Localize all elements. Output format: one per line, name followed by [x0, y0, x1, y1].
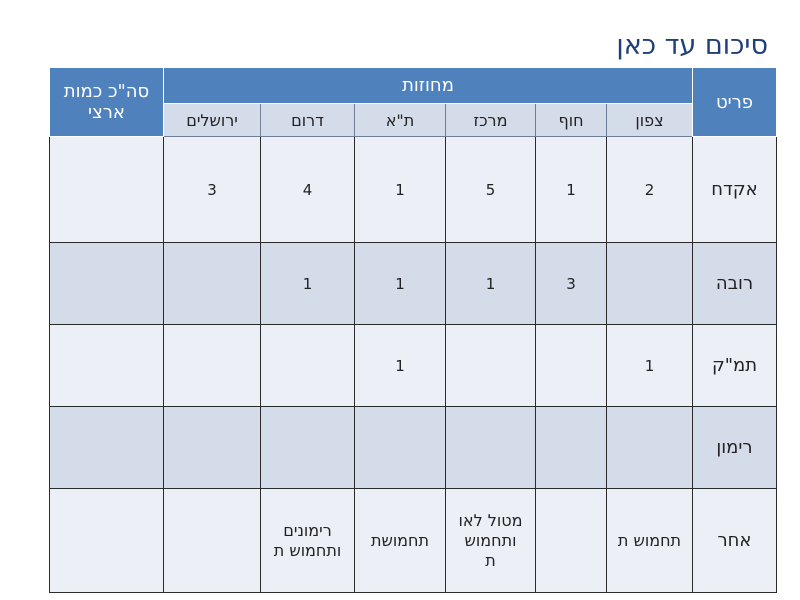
- total-cell: [49, 324, 164, 407]
- table-cell: 1: [260, 242, 355, 325]
- table-cell: [606, 242, 693, 325]
- table-row: 1 1 1 3 רובה: [49, 242, 777, 325]
- table-row: 1 1 תמ"ק: [49, 324, 777, 407]
- row-label: רובה: [692, 242, 777, 325]
- table-cell: 2: [606, 136, 693, 243]
- table-cell: תחמושת: [354, 488, 446, 593]
- total-header: סה"כ כמות ארצי: [49, 67, 164, 137]
- table-cell: רימונים ותחמוש ת: [260, 488, 355, 593]
- table-cell: [163, 324, 261, 407]
- page-title: סיכום עד כאן: [616, 30, 768, 61]
- total-cell: [49, 406, 164, 489]
- table-cell: 3: [535, 242, 607, 325]
- item-header: פריט: [692, 67, 777, 137]
- table-cell: [163, 406, 261, 489]
- table-row: 3 4 1 5 1 2 אקדח: [49, 136, 777, 243]
- total-cell: [49, 488, 164, 593]
- cell-text: רימונים ותחמוש ת: [273, 520, 342, 560]
- district-header: חוף: [535, 103, 607, 137]
- table-cell: [260, 324, 355, 407]
- table-cell: [445, 406, 536, 489]
- table-cell: [260, 406, 355, 489]
- summary-table: סה"כ כמות ארצי מחוזות פריט ירושלים דרום …: [49, 67, 777, 593]
- table-row: רימונים ותחמוש ת תחמושת מטול לאו ותחמוש …: [49, 488, 777, 593]
- table-cell: 1: [354, 136, 446, 243]
- row-label: אקדח: [692, 136, 777, 243]
- table-cell: 1: [445, 242, 536, 325]
- table-cell: [535, 324, 607, 407]
- cell-text: תחמוש ת: [617, 530, 682, 550]
- district-header: מרכז: [445, 103, 536, 137]
- row-label: אחר: [692, 488, 777, 593]
- table-cell: 1: [354, 324, 446, 407]
- district-header: דרום: [260, 103, 355, 137]
- row-label: תמ"ק: [692, 324, 777, 407]
- total-cell: [49, 242, 164, 325]
- table-cell: 3: [163, 136, 261, 243]
- table-cell: 1: [535, 136, 607, 243]
- table-cell: [535, 488, 607, 593]
- table-cell: [535, 406, 607, 489]
- table-cell: תחמוש ת: [606, 488, 693, 593]
- table-cell: [163, 488, 261, 593]
- table-cell: 1: [354, 242, 446, 325]
- total-cell: [49, 136, 164, 243]
- district-header: צפון: [606, 103, 693, 137]
- table-cell: 5: [445, 136, 536, 243]
- cell-text: תחמושת: [370, 530, 430, 550]
- table-cell: [606, 406, 693, 489]
- district-header: ת"א: [354, 103, 446, 137]
- row-label: רימון: [692, 406, 777, 489]
- districts-header: מחוזות: [163, 67, 693, 104]
- table-row: רימון: [49, 406, 777, 489]
- table-cell: [163, 242, 261, 325]
- table-cell: 1: [606, 324, 693, 407]
- district-header: ירושלים: [163, 103, 261, 137]
- table-cell: [354, 406, 446, 489]
- cell-text: מטול לאו ותחמוש ת: [458, 510, 523, 570]
- table-cell: [445, 324, 536, 407]
- table-cell: 4: [260, 136, 355, 243]
- table-cell: מטול לאו ותחמוש ת: [445, 488, 536, 593]
